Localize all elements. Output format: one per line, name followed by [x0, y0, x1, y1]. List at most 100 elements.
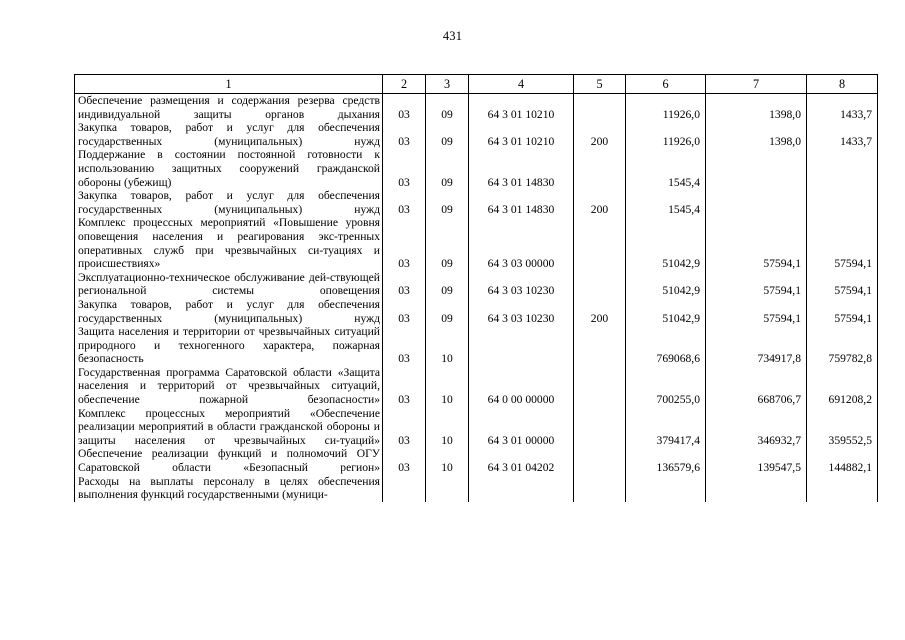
- expense-type-code: [573, 447, 626, 475]
- amount-year-3: 1433,7: [806, 121, 878, 149]
- expense-type-code: [573, 148, 626, 190]
- target-item-code: 64 3 01 04202: [468, 447, 574, 475]
- page-number: 431: [442, 29, 463, 43]
- budget-table: 1 2 3 4 5 6 7 8 Обеспечение размещения и…: [74, 74, 878, 502]
- column-header-1: 1: [74, 74, 383, 94]
- section-code: 03: [382, 93, 426, 122]
- amount-year-3: 144882,1: [806, 447, 878, 475]
- section-code: 03: [382, 189, 426, 217]
- row-label: Закупка товаров, работ и услуг для обесп…: [74, 189, 383, 217]
- table-row: Защита населения и территории от чрезвыч…: [74, 325, 878, 366]
- subsection-code: [425, 474, 469, 502]
- column-header-4: 4: [468, 74, 574, 94]
- subsection-code: 09: [425, 189, 469, 217]
- table-row: Комплекс процессных мероприятий «Повышен…: [74, 216, 878, 271]
- row-label: Обеспечение размещения и содержания резе…: [74, 93, 383, 122]
- column-header-7: 7: [705, 74, 807, 94]
- subsection-code: 09: [425, 270, 469, 298]
- table-row: Расходы на выплаты персоналу в целях обе…: [74, 474, 878, 502]
- row-label: Защита населения и территории от чрезвыч…: [74, 325, 383, 366]
- subsection-code: 10: [425, 406, 469, 448]
- target-item-code: 64 3 01 00000: [468, 406, 574, 448]
- amount-year-2: [705, 189, 807, 217]
- amount-year-1: 769068,6: [625, 325, 706, 366]
- target-item-code: [468, 474, 574, 502]
- amount-year-1: 11926,0: [625, 93, 706, 122]
- amount-year-3: [806, 474, 878, 502]
- subsection-code: 10: [425, 447, 469, 475]
- subsection-code: 10: [425, 365, 469, 407]
- amount-year-1: 1545,4: [625, 148, 706, 190]
- target-item-code: 64 3 03 10230: [468, 297, 574, 326]
- row-label: Комплекс процессных мероприятий «Повышен…: [74, 216, 383, 271]
- amount-year-3: 57594,1: [806, 297, 878, 326]
- table-row: Обеспечение размещения и содержания резе…: [74, 93, 878, 122]
- amount-year-2: 1398,0: [705, 93, 807, 122]
- amount-year-2: 734917,8: [705, 325, 807, 366]
- section-code: 03: [382, 148, 426, 190]
- section-code: 03: [382, 121, 426, 149]
- amount-year-3: 1433,7: [806, 93, 878, 122]
- table-row: Комплекс процессных мероприятий «Обеспеч…: [74, 406, 878, 448]
- row-label: Расходы на выплаты персоналу в целях обе…: [74, 474, 383, 502]
- amount-year-2: 57594,1: [705, 297, 807, 326]
- expense-type-code: [573, 270, 626, 298]
- amount-year-1: 136579,6: [625, 447, 706, 475]
- amount-year-2: 139547,5: [705, 447, 807, 475]
- table-body: Обеспечение размещения и содержания резе…: [74, 93, 878, 502]
- column-header-5: 5: [573, 74, 626, 94]
- section-code: 03: [382, 447, 426, 475]
- target-item-code: 64 3 01 14830: [468, 189, 574, 217]
- amount-year-1: 51042,9: [625, 270, 706, 298]
- expense-type-code: [573, 216, 626, 271]
- amount-year-1: 700255,0: [625, 365, 706, 407]
- amount-year-3: [806, 148, 878, 190]
- target-item-code: 64 3 01 14830: [468, 148, 574, 190]
- amount-year-3: 57594,1: [806, 270, 878, 298]
- page-bottom-cutoff: [0, 585, 905, 640]
- amount-year-3: 57594,1: [806, 216, 878, 271]
- expense-type-code: 200: [573, 189, 626, 217]
- amount-year-2: 1398,0: [705, 121, 807, 149]
- amount-year-1: [625, 474, 706, 502]
- column-header-3: 3: [425, 74, 469, 94]
- subsection-code: 09: [425, 148, 469, 190]
- table-row: Закупка товаров, работ и услуг для обесп…: [74, 189, 878, 217]
- amount-year-2: 57594,1: [705, 216, 807, 271]
- table-row: Государственная программа Саратовской об…: [74, 365, 878, 407]
- amount-year-1: 379417,4: [625, 406, 706, 448]
- column-header-6: 6: [625, 74, 706, 94]
- expense-type-code: [573, 93, 626, 122]
- expense-type-code: 200: [573, 297, 626, 326]
- target-item-code: 64 3 01 10210: [468, 121, 574, 149]
- table-row: Закупка товаров, работ и услуг для обесп…: [74, 297, 878, 326]
- row-label: Государственная программа Саратовской об…: [74, 365, 383, 407]
- amount-year-1: 51042,9: [625, 216, 706, 271]
- amount-year-3: 359552,5: [806, 406, 878, 448]
- table-header: 1 2 3 4 5 6 7 8: [74, 74, 878, 94]
- section-code: 03: [382, 365, 426, 407]
- amount-year-1: 11926,0: [625, 121, 706, 149]
- table-row: Поддержание в состоянии постоянной готов…: [74, 148, 878, 190]
- column-header-8: 8: [806, 74, 878, 94]
- section-code: 03: [382, 270, 426, 298]
- amount-year-1: 51042,9: [625, 297, 706, 326]
- table-row: Обеспечение реализации функций и полномо…: [74, 447, 878, 475]
- subsection-code: 09: [425, 93, 469, 122]
- target-item-code: 64 0 00 00000: [468, 365, 574, 407]
- subsection-code: 10: [425, 325, 469, 366]
- row-label: Поддержание в состоянии постоянной готов…: [74, 148, 383, 190]
- expense-type-code: [573, 365, 626, 407]
- target-item-code: 64 3 03 10230: [468, 270, 574, 298]
- amount-year-1: 1545,4: [625, 189, 706, 217]
- row-label: Комплекс процессных мероприятий «Обеспеч…: [74, 406, 383, 448]
- amount-year-2: 57594,1: [705, 270, 807, 298]
- target-item-code: [468, 325, 574, 366]
- expense-type-code: [573, 325, 626, 366]
- target-item-code: 64 3 03 00000: [468, 216, 574, 271]
- target-item-code: 64 3 01 10210: [468, 93, 574, 122]
- amount-year-2: [705, 148, 807, 190]
- section-code: 03: [382, 216, 426, 271]
- row-label: Закупка товаров, работ и услуг для обесп…: [74, 121, 383, 149]
